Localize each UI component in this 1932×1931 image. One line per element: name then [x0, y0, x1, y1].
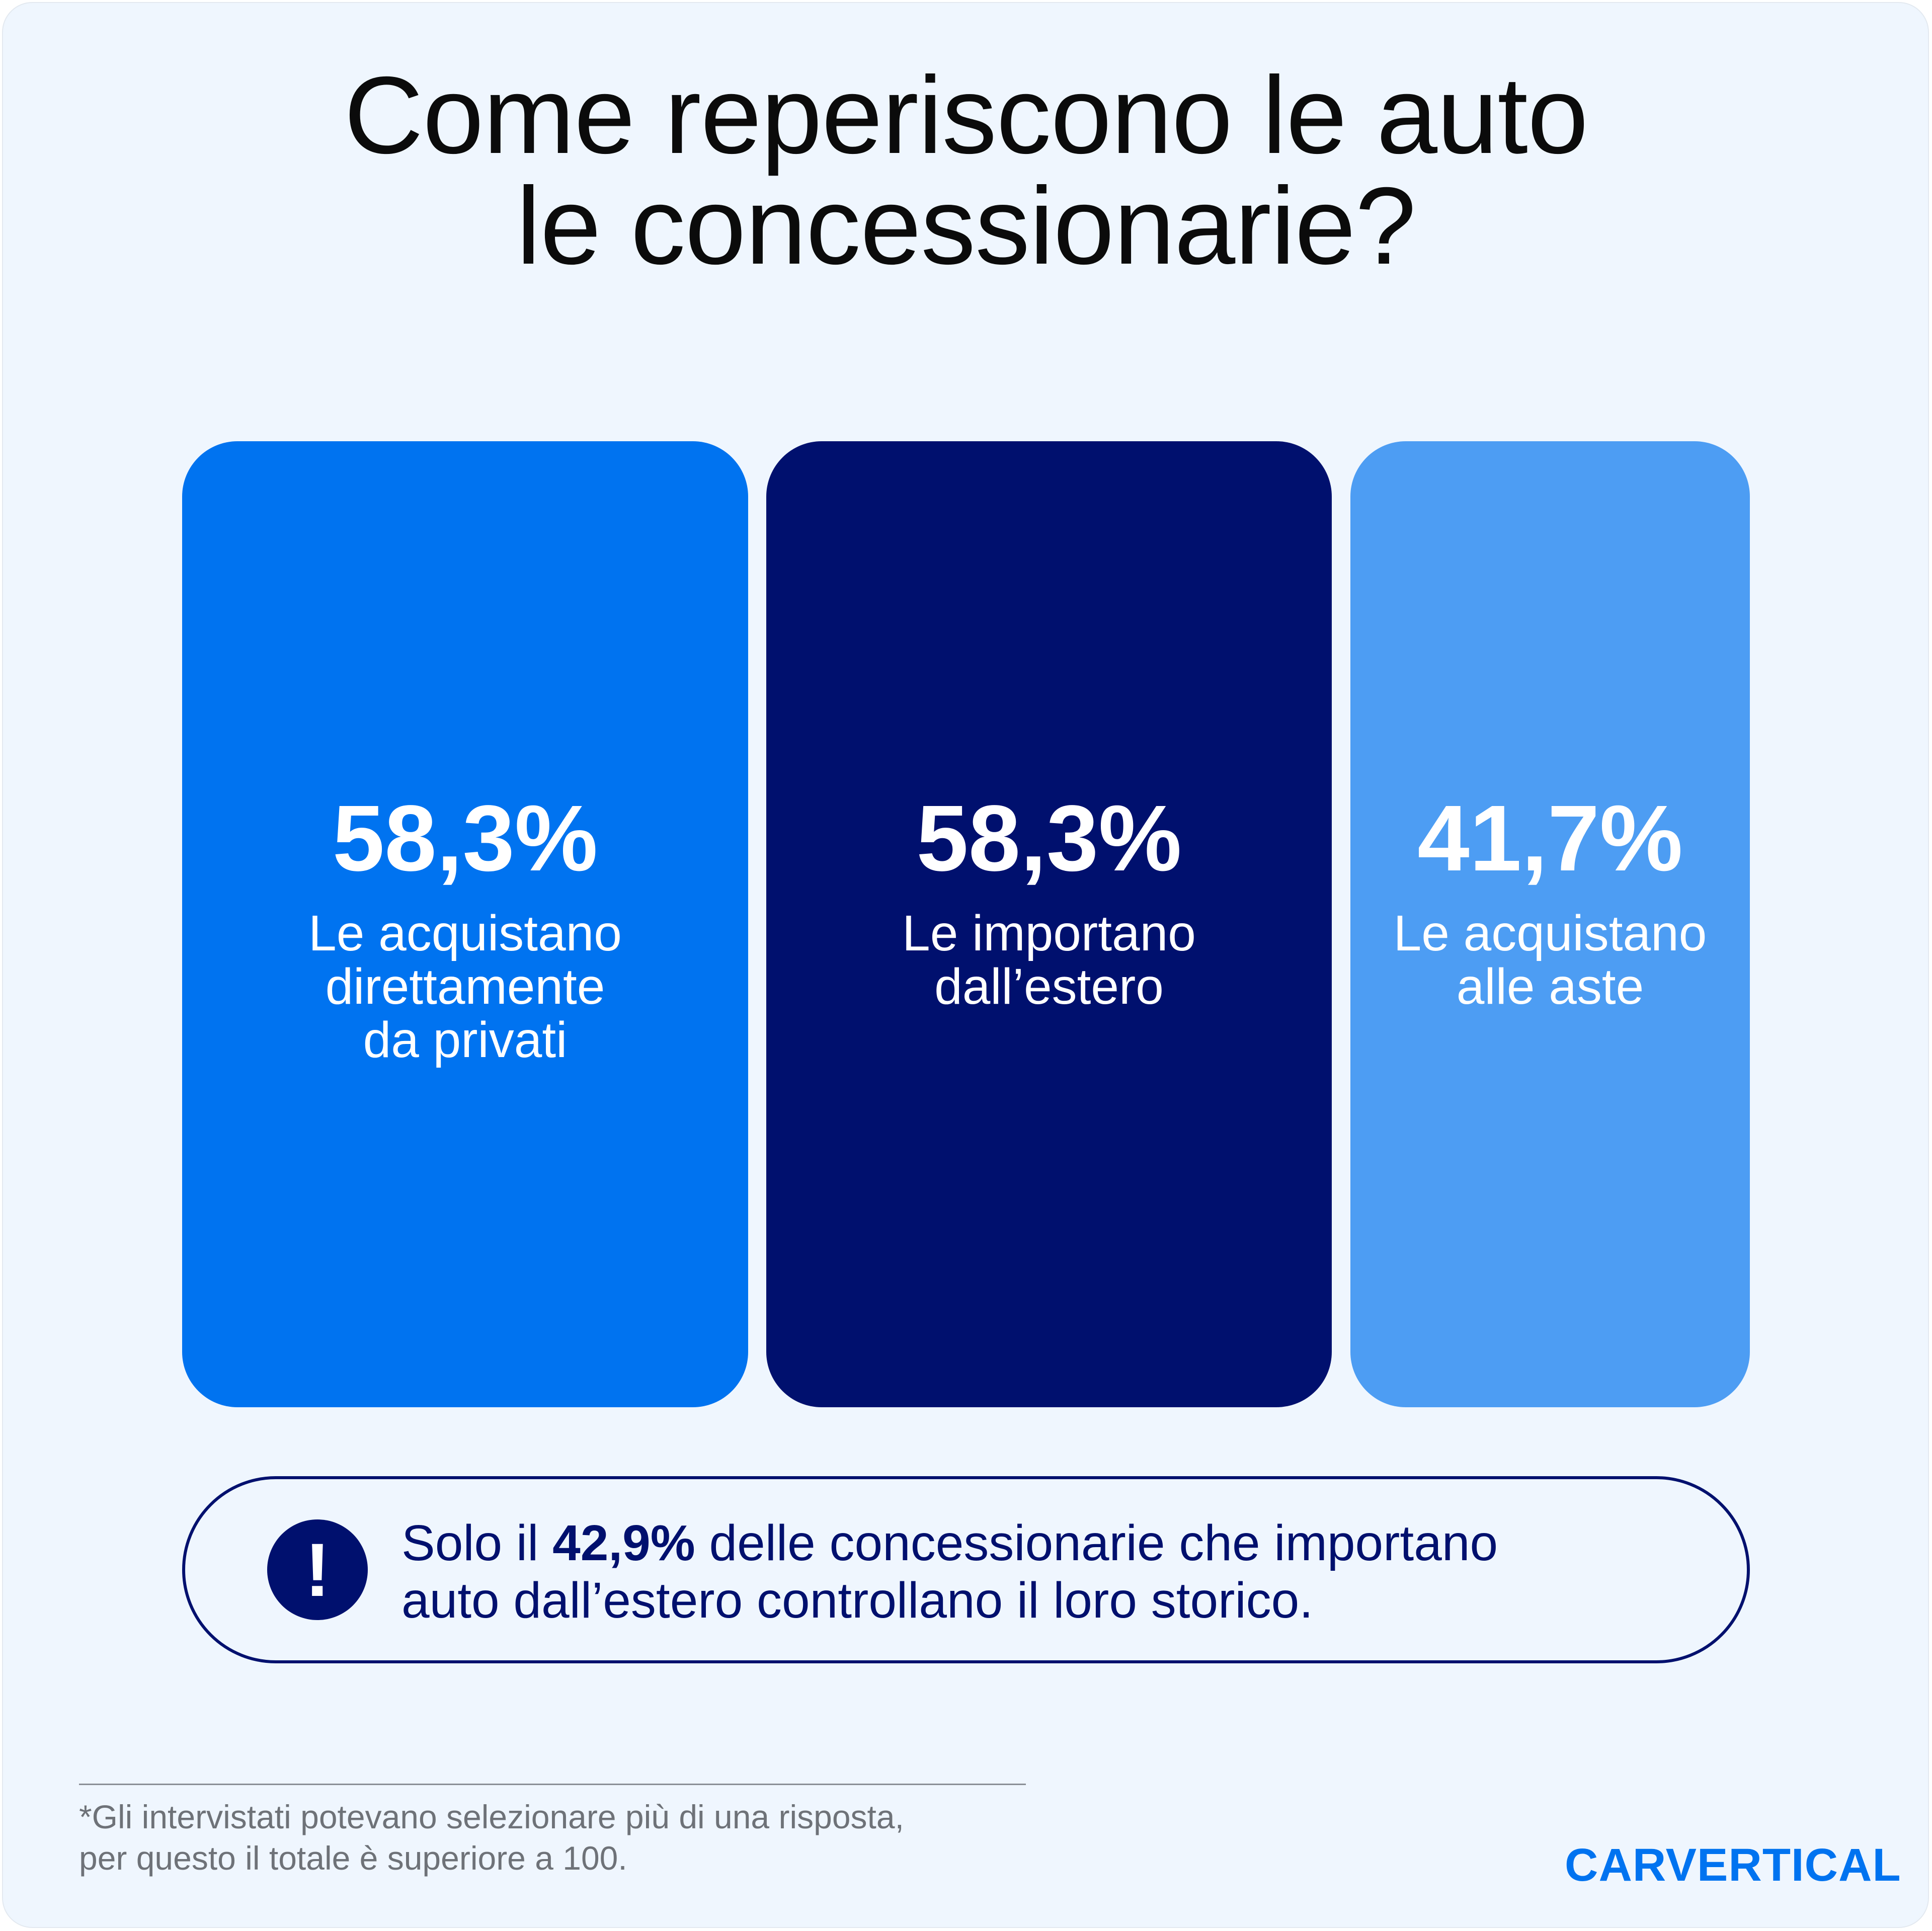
stat-label-line: Le importano — [902, 905, 1196, 961]
stat-card-import: 58,3% Le importano dall’estero — [766, 441, 1332, 1407]
stat-value: 41,7% — [1417, 786, 1683, 891]
callout-highlight: 42,9% — [552, 1515, 695, 1571]
stat-label-line: Le acquistano — [308, 905, 622, 961]
footnote: *Gli intervistati potevano selezionare p… — [79, 1796, 904, 1879]
title-line-1: Come reperiscono le auto — [344, 54, 1588, 177]
callout-pre: Solo il — [401, 1515, 553, 1571]
stat-label-line: Le acquistano — [1393, 905, 1707, 961]
carvertical-logo: CARVERTICAL — [1565, 1839, 1901, 1891]
footnote-line-2: per questo il totale è superiore a 100. — [79, 1839, 627, 1877]
stat-label: Le importano dall’estero — [766, 907, 1332, 1013]
stat-value: 58,3% — [916, 786, 1182, 891]
stat-value: 58,3% — [332, 786, 598, 891]
stat-label-line: alle aste — [1456, 958, 1644, 1015]
page-title: Come reperiscono le auto le concessionar… — [0, 60, 1932, 282]
footnote-line-1: *Gli intervistati potevano selezionare p… — [79, 1798, 904, 1835]
stat-label-line: da privati — [363, 1012, 568, 1068]
stat-label: Le acquistano alle aste — [1350, 907, 1750, 1013]
callout-post: delle concessionarie che importano — [695, 1515, 1498, 1571]
stat-label-line: direttamente — [325, 958, 605, 1015]
callout-text: Solo il 42,9% delle concessionarie che i… — [401, 1514, 1498, 1629]
footnote-divider — [79, 1784, 1026, 1785]
stat-label: Le acquistano direttamente da privati — [182, 907, 748, 1067]
stat-label-line: dall’estero — [934, 958, 1164, 1015]
stat-card-auctions: 41,7% Le acquistano alle aste — [1350, 441, 1750, 1407]
stat-card-private: 58,3% Le acquistano direttamente da priv… — [182, 441, 748, 1407]
callout-line-2: auto dall’estero controllano il loro sto… — [401, 1572, 1314, 1629]
exclamation-icon: ! — [267, 1519, 368, 1620]
callout-box: ! Solo il 42,9% delle concessionarie che… — [182, 1476, 1750, 1663]
title-line-2: le concessionarie? — [516, 165, 1416, 287]
